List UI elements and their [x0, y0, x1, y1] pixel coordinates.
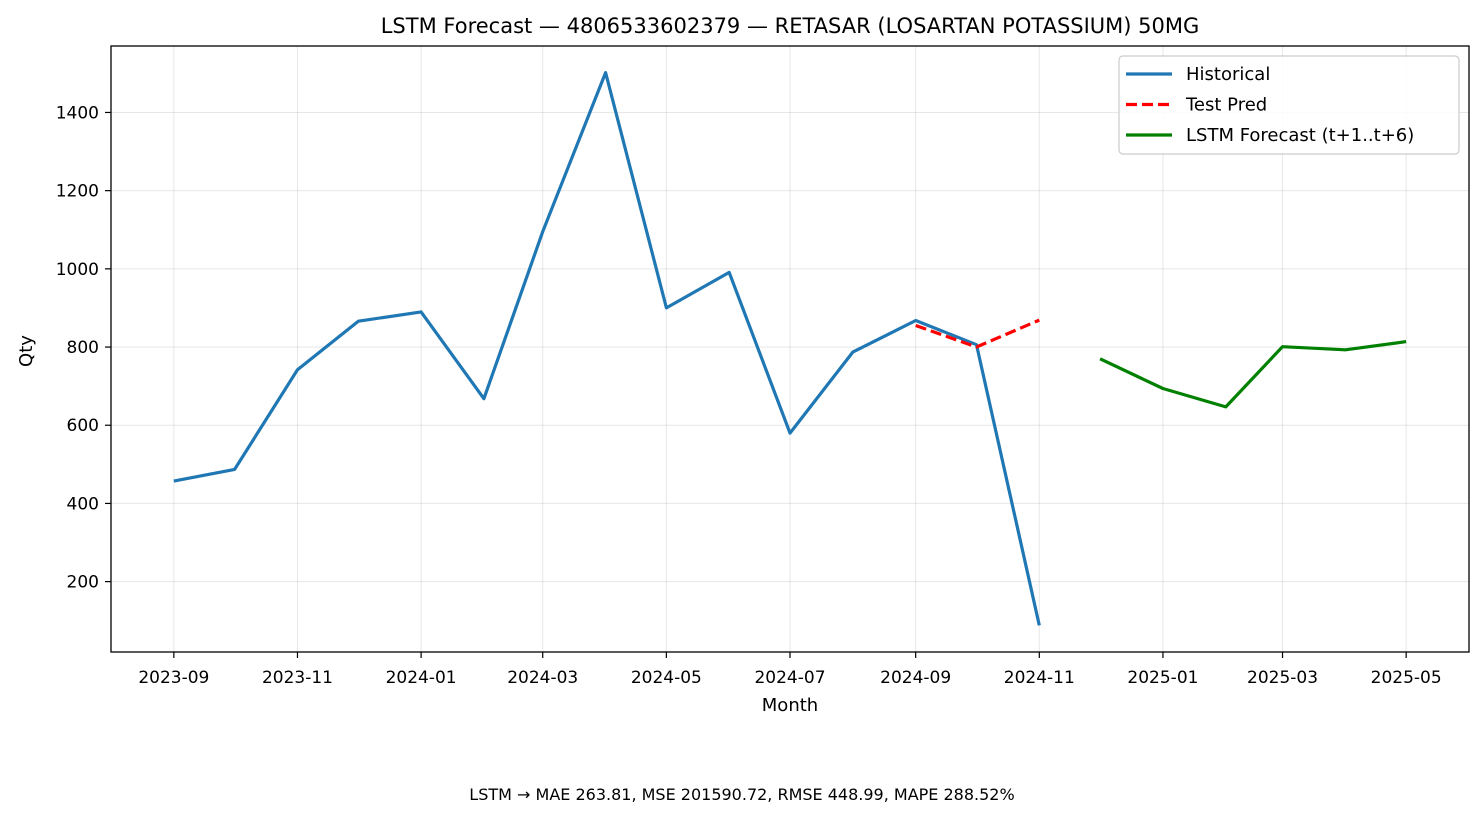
- series-layer: [173, 70, 1407, 626]
- legend-label: Test Pred: [1185, 95, 1267, 116]
- y-tick-label: 400: [67, 494, 99, 514]
- x-tick-label: 2023-11: [262, 668, 333, 688]
- axis-ticks: 2023-09 2023-11 2024-01 2024-03 2024-05 2024-…: [56, 103, 1442, 688]
- series-line-lstm-forecast-t-1-t-6: [1099, 340, 1407, 409]
- x-tick-label: 2023-09: [138, 668, 209, 688]
- y-tick-label: 1000: [56, 260, 99, 280]
- chart-title: LSTM Forecast — 4806533602379 — RETASAR …: [381, 14, 1200, 38]
- legend-label: Historical: [1186, 64, 1270, 85]
- x-tick-label: 2024-01: [386, 668, 457, 688]
- y-tick-label: 1400: [56, 103, 99, 123]
- y-tick-label: 200: [67, 573, 99, 593]
- metrics-summary: LSTM → MAE 263.81, MSE 201590.72, RMSE 4…: [469, 785, 1014, 804]
- x-tick-label: 2024-07: [754, 668, 825, 688]
- legend-box: [1118, 55, 1460, 155]
- y-axis-label: Qty: [16, 335, 37, 367]
- x-tick-label: 2024-05: [631, 668, 702, 688]
- x-tick-label: 2024-09: [880, 668, 951, 688]
- x-tick-label: 2025-01: [1127, 668, 1198, 688]
- legend: Historical Test Pred LSTM Forecast (t+1..t…: [1118, 55, 1460, 155]
- series-line-historical: [173, 70, 1041, 626]
- y-tick-label: 1200: [56, 182, 99, 202]
- x-axis-label: Month: [762, 695, 818, 716]
- y-tick-label: 800: [67, 338, 99, 358]
- series-line-test-pred: [915, 318, 1040, 349]
- x-tick-label: 2025-03: [1247, 668, 1318, 688]
- y-tick-label: 600: [67, 416, 99, 436]
- x-tick-label: 2025-05: [1371, 668, 1442, 688]
- x-tick-label: 2024-03: [507, 668, 578, 688]
- x-tick-label: 2024-11: [1004, 668, 1075, 688]
- legend-label: LSTM Forecast (t+1..t+6): [1186, 125, 1414, 146]
